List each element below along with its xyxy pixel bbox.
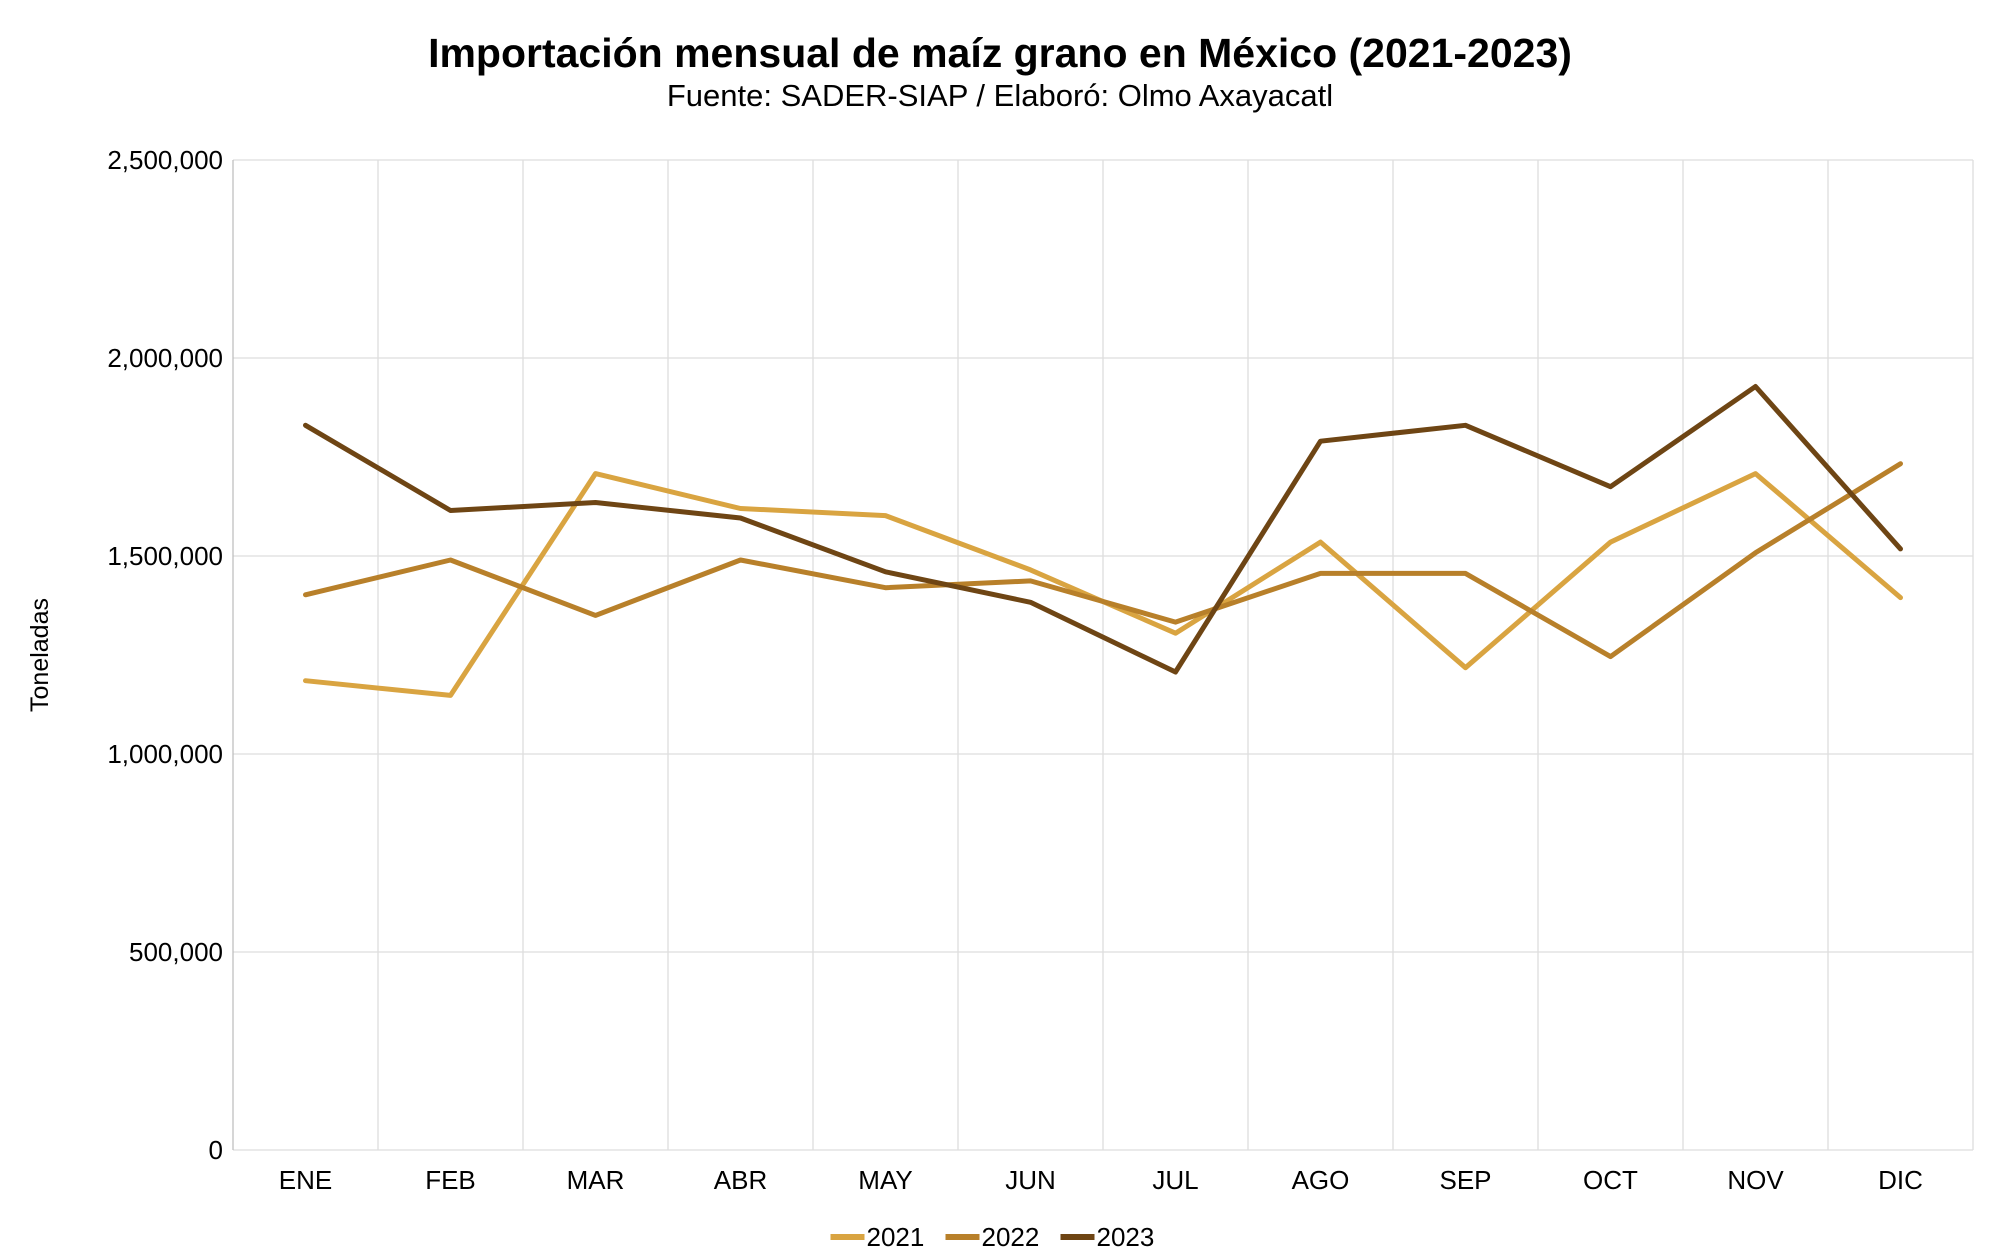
legend: 2021 2022 2023: [830, 1222, 1155, 1250]
x-tick-label: JUN: [1005, 1165, 1056, 1195]
x-tick-label: FEB: [425, 1165, 476, 1195]
grid: [232, 159, 1974, 1151]
axes: 0 500,000 1,000,000 1,500,000 2,000,000 2,500…: [26, 145, 1923, 1195]
x-tick-label: AGO: [1292, 1165, 1350, 1195]
x-tick-label: MAR: [567, 1165, 625, 1195]
y-tick-label: 2,500,000: [107, 145, 223, 175]
legend-label-2022: 2022: [982, 1222, 1040, 1250]
y-tick-label: 1,500,000: [107, 541, 223, 571]
x-tick-label: ABR: [714, 1165, 767, 1195]
series-line-2022: [303, 461, 1903, 660]
x-tick-label: SEP: [1439, 1165, 1491, 1195]
x-tick-label: NOV: [1727, 1165, 1784, 1195]
chart-subtitle: Fuente: SADER-SIAP / Elaboró: Olmo Axaya…: [666, 78, 1334, 113]
y-tick-label: 500,000: [129, 937, 223, 967]
chart-title: Importación mensual de maíz grano en Méx…: [428, 30, 1572, 76]
x-tick-label: MAY: [858, 1165, 912, 1195]
y-tick-label: 1,000,000: [107, 739, 223, 769]
y-tick-label: 0: [209, 1135, 223, 1165]
x-tick-label: ENE: [279, 1165, 332, 1195]
legend-label-2021: 2021: [867, 1222, 925, 1250]
x-tick-label: DIC: [1878, 1165, 1923, 1195]
series-line-2023: [303, 384, 1903, 675]
y-axis-title: Toneladas: [26, 598, 54, 712]
legend-label-2023: 2023: [1097, 1222, 1155, 1250]
x-tick-label: OCT: [1583, 1165, 1638, 1195]
y-tick-label: 2,000,000: [107, 343, 223, 373]
x-tick-label: JUL: [1152, 1165, 1198, 1195]
series-lines: [303, 384, 1903, 698]
